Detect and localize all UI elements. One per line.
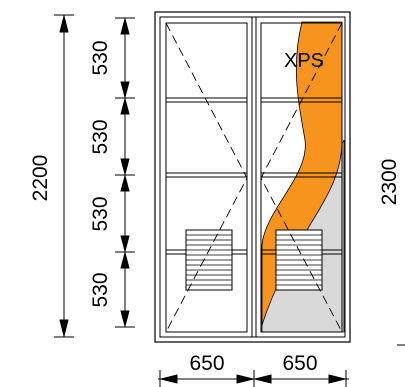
right-vent-grille: [275, 229, 323, 291]
overall-height-label-left: 2200: [29, 155, 52, 202]
left-vent-grille: [185, 229, 233, 291]
overall-height-label-right: 2300: [378, 159, 401, 206]
opening-swing-lines: [165, 22, 343, 333]
row-height-label-4: 530: [89, 272, 112, 307]
insulation-label: XPS: [284, 50, 324, 72]
outer-frame: [154, 11, 351, 343]
transom-bars: [166, 97, 342, 255]
row-height-label-3: 530: [89, 196, 112, 231]
overall-height-dimension-left: [54, 14, 74, 338]
row-height-dimension-chain: [115, 17, 135, 328]
row-height-label-2: 530: [89, 119, 112, 154]
column-width-label-2: 650: [282, 352, 317, 375]
column-width-dimension-chain: [158, 370, 349, 387]
column-width-label-1: 650: [189, 352, 224, 375]
row-height-label-1: 530: [89, 40, 112, 75]
